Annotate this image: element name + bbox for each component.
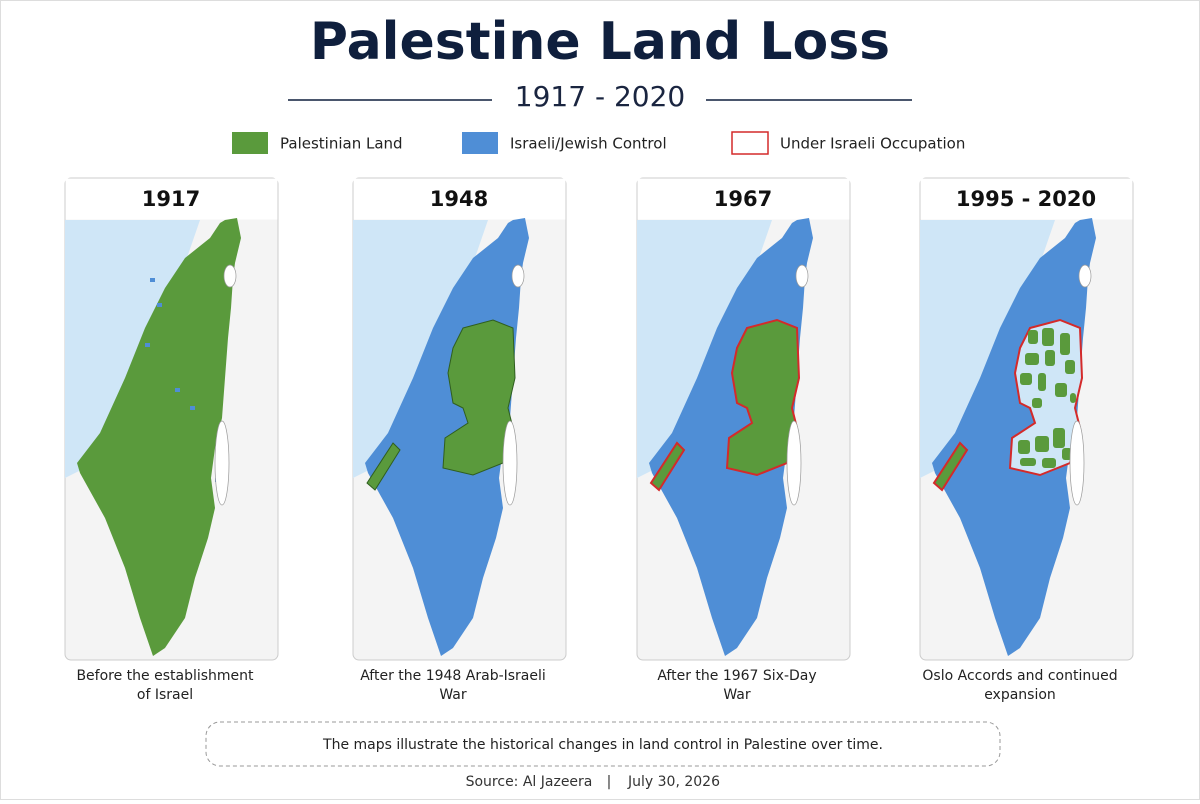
panel-header [637, 178, 850, 220]
enclave [1032, 398, 1042, 408]
west-bank [725, 318, 801, 477]
settlement [157, 303, 162, 307]
panel-caption: Before the establishment [76, 668, 254, 684]
separator: | [607, 774, 612, 790]
panel-year: 1967 [714, 187, 772, 211]
date: July 30, 2026 [627, 774, 720, 790]
lake [223, 264, 237, 288]
enclave [1070, 393, 1076, 403]
subtitle: 1917 - 2020 [515, 80, 685, 113]
gaza [932, 441, 969, 492]
panel-header [920, 178, 1133, 220]
panel-caption: War [723, 687, 751, 703]
legend: Palestinian Land Israeli/Jewish Control Un… [232, 131, 965, 155]
dead-sea [502, 420, 518, 506]
legend-swatch [462, 132, 498, 154]
panels: 1917 Before the establishment of Israel 194… [64, 177, 1134, 703]
enclave [1018, 440, 1030, 454]
enclave [1038, 373, 1046, 391]
panel-year: 1917 [142, 187, 200, 211]
gaza [366, 442, 401, 491]
enclave [1055, 383, 1067, 397]
panel-year: 1995 - 2020 [956, 187, 1096, 211]
lake [511, 264, 525, 288]
panel-caption: War [439, 687, 467, 703]
title: Palestine Land Loss [310, 12, 890, 72]
settlement [150, 278, 155, 282]
country [77, 218, 241, 656]
map-panel: 1917 Before the establishment of Israel [64, 177, 279, 703]
settlement [190, 406, 195, 410]
panel-caption: expansion [984, 687, 1056, 703]
enclave [1028, 330, 1038, 344]
sea [920, 220, 1055, 478]
panel-caption: After the 1967 Six-Day [657, 668, 816, 684]
enclave [1053, 428, 1065, 448]
panel-caption: of Israel [137, 687, 193, 703]
lake [1078, 264, 1092, 288]
enclave [1035, 436, 1049, 452]
enclave [1042, 328, 1054, 346]
map-panel: 1995 - 2020 Oslo Accords and continued exp… [919, 177, 1134, 703]
enclave [1020, 373, 1032, 385]
enclave [1060, 333, 1070, 355]
panel-caption: Oslo Accords and continued [922, 668, 1117, 684]
map-panel: 1948 After the 1948 Arab-Israeli War [352, 177, 567, 703]
dead-sea [786, 420, 802, 506]
enclave [1020, 458, 1036, 466]
enclave [1065, 360, 1075, 374]
map-panel: 1967 After the 1967 Six-Day War [636, 177, 851, 703]
legend-label: Palestinian Land [280, 135, 403, 153]
panel-header [353, 178, 566, 220]
sea [637, 220, 772, 478]
source: Source: Al Jazeera [466, 774, 593, 790]
gaza [649, 441, 686, 492]
panel-caption: After the 1948 Arab-Israeli [360, 668, 546, 684]
enclave [1045, 350, 1055, 366]
legend-swatch [232, 132, 268, 154]
settlement [145, 343, 150, 347]
sea [353, 220, 488, 478]
dead-sea [214, 420, 230, 506]
enclave [1042, 458, 1056, 468]
settlement [175, 388, 180, 392]
legend-label: Israeli/Jewish Control [510, 135, 667, 153]
west-bank [442, 319, 516, 476]
enclave [1025, 353, 1039, 365]
legend-swatch [731, 131, 769, 155]
panel-header [65, 178, 278, 220]
sea [65, 220, 200, 478]
panel-year: 1948 [430, 187, 488, 211]
note: The maps illustrate the historical chang… [322, 737, 883, 753]
legend-label: Under Israeli Occupation [780, 135, 965, 153]
enclave [1062, 448, 1072, 460]
dead-sea [1069, 420, 1085, 506]
lake [795, 264, 809, 288]
